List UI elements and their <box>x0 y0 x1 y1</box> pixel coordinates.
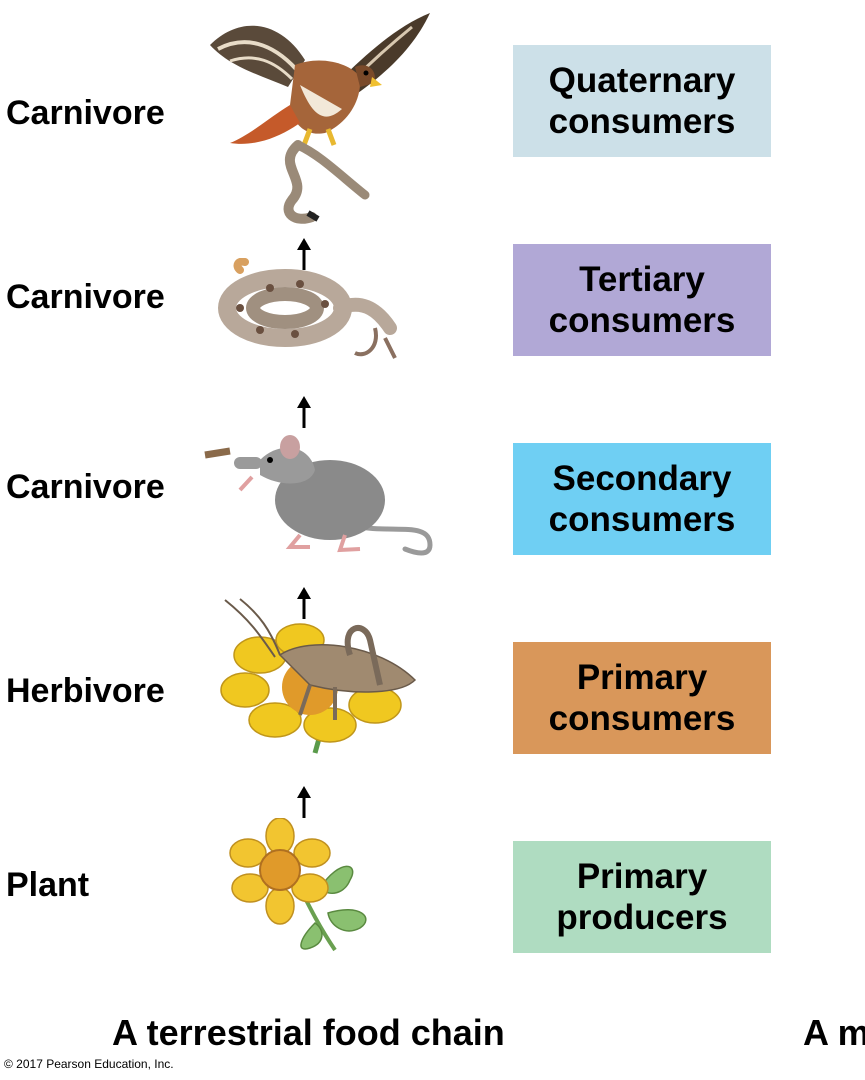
level-box-primary-consumers: Primary consumers <box>513 642 771 754</box>
level-box-quaternary-consumers: Quaternary consumers <box>513 45 771 157</box>
level-box-line: Primary <box>576 857 708 896</box>
role-label-secondary: Carnivore <box>6 468 165 506</box>
figure-caption-truncated: A m <box>803 1012 865 1053</box>
arrow-up-icon <box>297 786 311 818</box>
level-box-line: Primary <box>576 658 708 697</box>
level-box-line: Secondary <box>552 459 732 498</box>
arrow-up-icon <box>297 238 311 270</box>
snake-icon <box>218 258 397 359</box>
grasshopper-icon <box>220 598 417 754</box>
level-box-line: producers <box>556 898 728 937</box>
role-label-quaternary: Carnivore <box>6 94 165 132</box>
mouse-icon <box>204 435 433 556</box>
level-box-tertiary-consumers: Tertiary consumers <box>513 244 771 356</box>
level-box-line: Quaternary <box>548 61 736 100</box>
role-label-tertiary: Carnivore <box>6 278 165 316</box>
arrow-up-icon <box>297 396 311 428</box>
flower-icon <box>229 818 367 952</box>
level-box-line: consumers <box>548 699 736 738</box>
level-box-line: consumers <box>548 500 736 539</box>
level-box-primary-producers: Primary producers <box>513 841 771 953</box>
copyright-notice: © 2017 Pearson Education, Inc. <box>4 1057 174 1071</box>
role-label-primary-consumer: Herbivore <box>6 672 165 710</box>
hawk-icon <box>210 13 430 224</box>
figure-caption: A terrestrial food chain <box>112 1012 505 1053</box>
arrow-up-icon <box>297 587 311 619</box>
level-box-line: Tertiary <box>579 260 705 299</box>
level-box-secondary-consumers: Secondary consumers <box>513 443 771 555</box>
level-box-line: consumers <box>548 102 736 141</box>
level-box-line: consumers <box>548 301 736 340</box>
role-label-producer: Plant <box>6 866 90 904</box>
